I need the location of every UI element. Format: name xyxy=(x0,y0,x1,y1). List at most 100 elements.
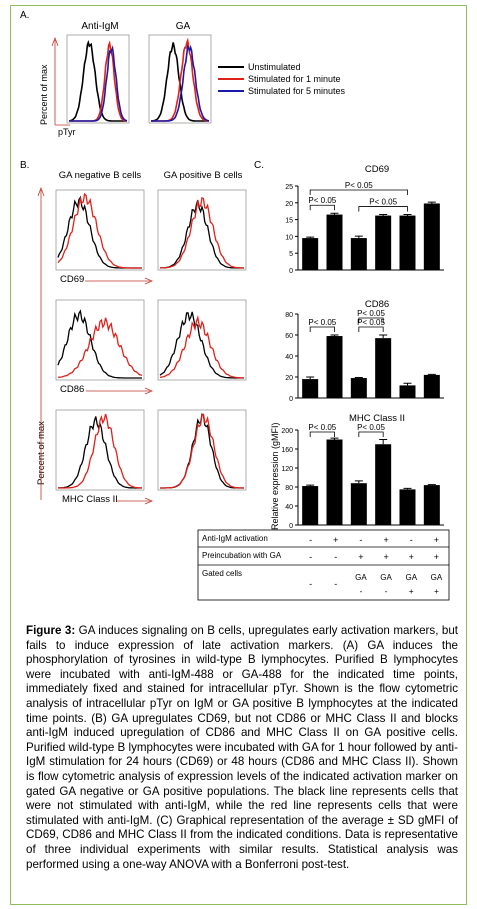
significance-bracket xyxy=(358,206,408,212)
error-bar-2-0 xyxy=(306,484,315,487)
error-bar-1-0 xyxy=(306,376,315,380)
legend-label-unstim: Unstimulated xyxy=(248,62,301,72)
histogram-b-box-0-1 xyxy=(157,189,247,271)
histogram-b-2-1-1 xyxy=(160,413,244,489)
y-tick-label: 5 xyxy=(289,251,293,258)
panel-a-legend: Unstimulated Stimulated for 1 minute Sti… xyxy=(218,62,346,96)
p-value-label: P< 0.05 xyxy=(308,196,336,205)
histogram-b-1-0-0 xyxy=(57,309,142,379)
significance-bracket xyxy=(358,317,384,323)
y-tick-label: 40 xyxy=(285,504,293,511)
y-tick-label: 15 xyxy=(285,218,293,225)
bar-0-1 xyxy=(326,214,343,270)
panel-a-xlabel: pTyr xyxy=(58,127,76,137)
y-tick-label: 160 xyxy=(281,447,293,454)
bar-2-3 xyxy=(375,444,392,525)
bar-0-0 xyxy=(302,238,319,270)
legend-label-5min: Stimulated for 5 minutes xyxy=(248,86,346,96)
y-tick-label: 80 xyxy=(285,485,293,492)
panel-a-title-antiigm: Anti-IgM xyxy=(81,21,118,32)
bar-1-3 xyxy=(375,338,392,398)
panel-a-label: A. xyxy=(20,10,29,21)
table-cell-sign: - xyxy=(360,587,363,596)
bar-2-2 xyxy=(350,483,367,525)
bar-1-2 xyxy=(350,378,367,398)
y-tick-label: 20 xyxy=(285,201,293,208)
error-bar-0-1 xyxy=(330,212,339,215)
error-bar-0-2 xyxy=(354,235,363,239)
significance-bracket xyxy=(309,189,408,195)
table-row-label: Gated cells xyxy=(202,569,242,578)
bar-1-4 xyxy=(399,385,416,398)
bar-2-4 xyxy=(399,489,416,525)
y-tick-label: 120 xyxy=(281,466,293,473)
error-bar-1-3 xyxy=(379,334,388,339)
table-cell: - xyxy=(309,579,312,589)
y-tick-label: 0 xyxy=(289,396,293,403)
panel-a-histograms xyxy=(68,37,210,122)
marker-arrows xyxy=(85,277,154,505)
histogram-b-2-0-1 xyxy=(58,413,142,489)
legend-label-1min: Stimulated for 1 minute xyxy=(248,74,341,84)
histogram-b-0-1-1 xyxy=(159,196,245,269)
error-bar-0-4 xyxy=(403,214,412,216)
p-value-label: P< 0.05 xyxy=(357,309,385,318)
bar-chart-title: CD86 xyxy=(365,299,389,310)
significance-bracket xyxy=(309,326,335,332)
bar-2-1 xyxy=(326,439,343,525)
table-cell: - xyxy=(334,552,337,562)
error-bar-0-0 xyxy=(306,236,315,239)
y-tick-label: 25 xyxy=(285,184,293,191)
error-bar-2-2 xyxy=(354,480,363,484)
bar-chart-title: CD69 xyxy=(365,164,389,175)
p-value-label: P< 0.05 xyxy=(357,423,385,432)
p-value-label: P< 0.05 xyxy=(308,318,336,327)
panel-b-ylabel: Percent of max xyxy=(36,421,47,485)
y-tick-label: 20 xyxy=(285,375,293,382)
histogram-b-1-1-0 xyxy=(159,311,244,379)
error-bar-0-3 xyxy=(379,214,388,216)
axis-arrow-a xyxy=(51,36,70,126)
y-tick-label: 200 xyxy=(281,428,293,435)
table-cell-sign: + xyxy=(434,587,439,596)
y-tick-label: 80 xyxy=(285,312,293,319)
error-bar-2-3 xyxy=(379,439,388,445)
table-cell-sign: - xyxy=(385,587,388,596)
bar-2-0 xyxy=(302,486,319,525)
histogram-b-box-1-0 xyxy=(55,299,145,381)
table-cell-sign: + xyxy=(409,587,414,596)
panel-c-label: C. xyxy=(254,160,264,171)
histogram-b-0-1-0 xyxy=(160,200,244,269)
table-cell: GA xyxy=(431,573,443,582)
error-bar-1-2 xyxy=(354,377,363,379)
table-cell: GA xyxy=(355,573,367,582)
bar-2-5 xyxy=(423,485,440,525)
y-tick-label: 40 xyxy=(285,354,293,361)
y-tick-label: 0 xyxy=(289,268,293,275)
table-cell: + xyxy=(358,552,363,562)
y-tick-label: 0 xyxy=(289,523,293,530)
error-bar-1-1 xyxy=(330,334,339,337)
significance-bracket xyxy=(358,431,384,437)
table-cell: + xyxy=(383,535,388,545)
bar-0-4 xyxy=(399,215,416,270)
table-cell: - xyxy=(410,535,413,545)
p-value-label: P< 0.05 xyxy=(369,198,397,207)
significance-bracket xyxy=(309,431,335,437)
significance-bracket xyxy=(358,326,384,332)
table-row-label: Anti-IgM activation xyxy=(202,534,268,543)
axis-arrow-b xyxy=(37,186,45,500)
table-cell: + xyxy=(409,552,414,562)
table-cell: GA xyxy=(380,573,392,582)
y-tick-label: 10 xyxy=(285,234,293,241)
error-bar-2-4 xyxy=(403,487,412,490)
table-cell: - xyxy=(309,552,312,562)
table-cell: GA xyxy=(405,573,417,582)
histogram-b-0-0-1 xyxy=(57,192,142,269)
panel-b-label: B. xyxy=(20,160,29,171)
table-cell: - xyxy=(309,535,312,545)
table-cell: + xyxy=(333,535,338,545)
table-cell: - xyxy=(334,579,337,589)
marker-label-cd86: CD86 xyxy=(60,384,84,395)
